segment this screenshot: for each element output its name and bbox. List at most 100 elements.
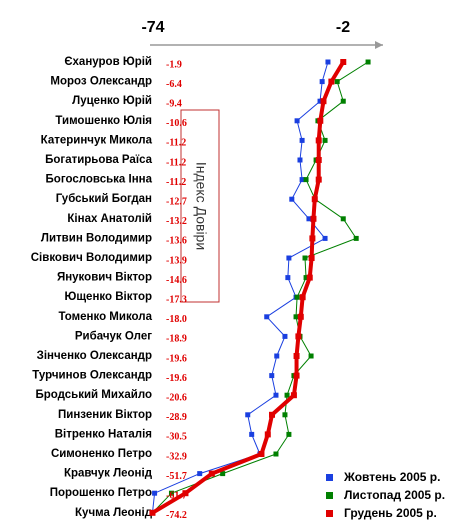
marker bbox=[308, 255, 315, 261]
marker bbox=[249, 431, 255, 437]
x-tick-label: -2 bbox=[336, 19, 350, 36]
legend-label: Грудень 2005 р. bbox=[344, 506, 437, 520]
marker bbox=[309, 235, 316, 242]
marker bbox=[220, 471, 226, 477]
marker bbox=[149, 509, 156, 516]
axis-arrow bbox=[375, 41, 383, 49]
marker bbox=[297, 157, 303, 163]
marker bbox=[319, 79, 325, 85]
marker bbox=[334, 79, 340, 85]
value-label: -12.7 bbox=[166, 196, 187, 207]
marker bbox=[294, 118, 300, 124]
marker bbox=[264, 314, 270, 320]
category-label: Катеринчук Микола bbox=[41, 134, 153, 146]
marker bbox=[282, 333, 288, 339]
category-label: Литвин Володимир bbox=[41, 232, 152, 244]
value-label: -51.7 bbox=[166, 471, 187, 482]
marker bbox=[340, 216, 346, 222]
marker bbox=[182, 490, 189, 497]
value-label: -13.6 bbox=[166, 236, 187, 247]
marker bbox=[264, 431, 271, 438]
value-label: -13.9 bbox=[166, 255, 187, 266]
marker bbox=[273, 451, 279, 457]
marker bbox=[289, 196, 295, 202]
marker bbox=[315, 176, 322, 183]
value-label: -10.6 bbox=[166, 118, 187, 129]
marker bbox=[152, 490, 158, 496]
series-line bbox=[151, 61, 329, 513]
marker bbox=[299, 177, 305, 183]
x-tick-label: -74 bbox=[141, 19, 164, 36]
value-label: -18.0 bbox=[166, 314, 187, 325]
marker bbox=[317, 98, 323, 104]
category-label: Кучма Леонід bbox=[75, 507, 153, 519]
value-label: -18.9 bbox=[166, 334, 187, 345]
marker bbox=[258, 451, 265, 457]
marker bbox=[208, 470, 215, 477]
marker bbox=[197, 471, 203, 477]
legend-label: Листопад 2005 р. bbox=[344, 488, 445, 502]
series-line bbox=[152, 61, 369, 514]
value-label: -9.4 bbox=[166, 98, 182, 109]
category-label: Луценко Юрій bbox=[72, 95, 152, 107]
marker bbox=[293, 372, 300, 379]
marker bbox=[325, 59, 331, 65]
value-label: -1.9 bbox=[166, 59, 182, 70]
category-label: Мороз Олександр bbox=[50, 76, 152, 88]
marker bbox=[286, 255, 292, 261]
category-label: Зінченко Олександр bbox=[37, 350, 152, 362]
marker bbox=[340, 98, 346, 104]
marker bbox=[308, 353, 314, 359]
category-label: Рибачук Олег bbox=[75, 330, 152, 342]
marker bbox=[297, 313, 304, 320]
annotation: Індекс Довіри bbox=[193, 162, 209, 250]
category-label: Бродський Михайло bbox=[35, 389, 152, 401]
marker bbox=[290, 392, 297, 399]
category-label: Турчинов Олександр bbox=[32, 370, 152, 382]
category-label: Губський Богдан bbox=[56, 193, 152, 205]
value-label: -19.6 bbox=[166, 353, 187, 364]
marker bbox=[245, 412, 251, 418]
category-label: Пинзеник Віктор bbox=[58, 409, 152, 421]
value-label: -61.7 bbox=[166, 490, 187, 501]
marker bbox=[340, 59, 347, 65]
marker bbox=[306, 274, 313, 281]
marker bbox=[299, 294, 306, 301]
value-label: -14.6 bbox=[166, 275, 187, 286]
marker bbox=[295, 333, 302, 340]
category-label: Сівкович Володимир bbox=[31, 252, 152, 264]
marker bbox=[320, 98, 327, 105]
series-line bbox=[151, 60, 345, 515]
marker bbox=[294, 294, 300, 300]
category-label: Богатирьова Раїса bbox=[45, 154, 152, 166]
value-label: -11.2 bbox=[166, 138, 186, 149]
value-label: -17.3 bbox=[166, 294, 187, 305]
value-label: -20.6 bbox=[166, 392, 187, 403]
value-label: -13.2 bbox=[166, 216, 187, 227]
marker bbox=[328, 78, 335, 85]
category-label: Тимошенко Юлія bbox=[55, 115, 152, 127]
value-label: -6.4 bbox=[166, 79, 182, 90]
marker bbox=[322, 137, 328, 143]
value-label: -19.6 bbox=[166, 373, 187, 384]
value-label: -11.2 bbox=[166, 177, 186, 188]
marker bbox=[269, 411, 276, 418]
marker bbox=[303, 275, 309, 281]
marker bbox=[322, 235, 328, 241]
category-label: Порошенко Петро bbox=[50, 487, 152, 499]
annotation-box bbox=[180, 109, 220, 303]
marker bbox=[310, 215, 317, 222]
category-label: Янукович Віктор bbox=[57, 272, 152, 284]
legend-swatch bbox=[326, 474, 333, 481]
marker bbox=[274, 353, 280, 359]
legend-swatch bbox=[326, 510, 333, 517]
marker bbox=[306, 216, 312, 222]
marker bbox=[315, 157, 322, 163]
marker bbox=[317, 117, 324, 124]
legend-label: Жовтень 2005 р. bbox=[343, 470, 440, 484]
category-label: Томенко Микола bbox=[58, 311, 152, 323]
marker bbox=[302, 255, 308, 261]
category-label: Кравчук Леонід bbox=[64, 468, 153, 480]
value-label: -30.5 bbox=[166, 432, 187, 443]
